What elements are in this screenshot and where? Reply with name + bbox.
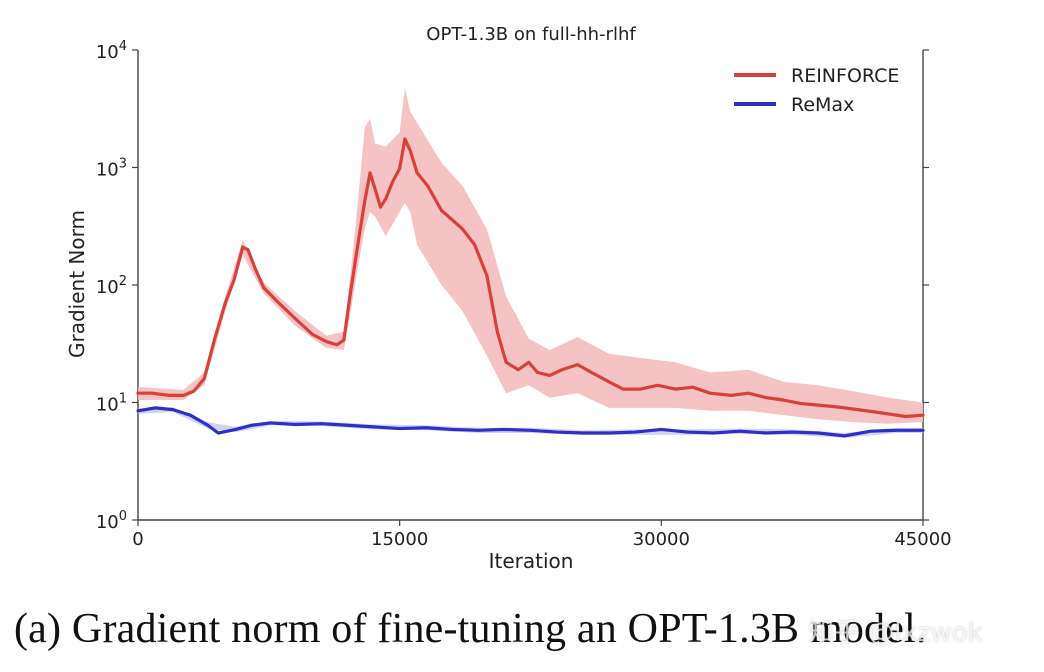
plot-area: 100 101 102 103 104 0 15000 30000 45000 xyxy=(96,39,952,550)
chart-title: OPT-1.3B on full-hh-rlhf xyxy=(426,24,636,45)
y-axis-label: Gradient Norm xyxy=(65,210,89,358)
x-tick-label: 0 xyxy=(132,529,143,550)
y-tick-label: 104 xyxy=(96,39,127,63)
reinforce-line xyxy=(136,137,925,419)
legend-reinforce-label: REINFORCE xyxy=(791,65,899,87)
legend: REINFORCE ReMax xyxy=(734,65,899,116)
x-tick-label: 15000 xyxy=(371,529,428,550)
remax-variance-band xyxy=(138,407,923,438)
figure-caption: (a) Gradient norm of fine-tuning an OPT-… xyxy=(14,606,927,652)
legend-remax-label: ReMax xyxy=(791,94,854,116)
y-tick-label: 100 xyxy=(96,509,127,533)
x-tick-label: 30000 xyxy=(633,529,690,550)
reinforce-variance-band xyxy=(138,87,923,424)
x-tick-label: 45000 xyxy=(894,529,951,550)
x-axis-label: Iteration xyxy=(489,549,574,573)
remax-line xyxy=(136,406,925,438)
y-tick-label: 103 xyxy=(96,157,127,181)
y-tick-label: 101 xyxy=(96,392,127,416)
y-tick-label: 102 xyxy=(96,274,127,298)
